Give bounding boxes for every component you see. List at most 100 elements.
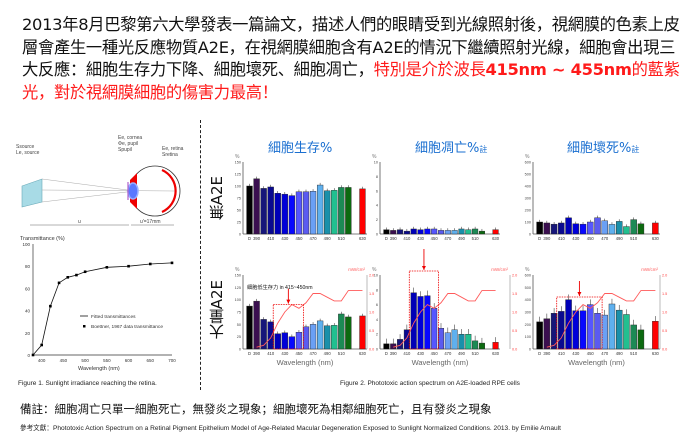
bar-470 [309, 324, 317, 350]
ray-line [41, 189, 176, 192]
y-tick-label: 200 [525, 323, 531, 327]
bar-440 [424, 295, 431, 350]
bar-410 [558, 311, 565, 350]
y-tick-label: 20 [25, 331, 31, 336]
y-tick-label: 4 [376, 318, 378, 322]
highlight-box [556, 296, 603, 350]
y-tick-label: 4 [376, 204, 378, 208]
bar-480 [316, 184, 324, 235]
y-tick-label: 100 [235, 298, 241, 302]
y-tick-label: 100 [22, 242, 30, 247]
y-tick-label: 0 [529, 233, 531, 237]
x-tick-label: 470 [310, 351, 318, 356]
fitted-line [32, 262, 173, 356]
bar-490 [615, 221, 623, 235]
figure1-caption: Figure 1. Sunlight irradiance reaching t… [18, 380, 157, 387]
bar-490 [324, 190, 331, 235]
x-tick-label: 390 [253, 236, 261, 241]
bar-430 [572, 310, 580, 350]
bar-490 [324, 325, 331, 350]
y-tick-label: 0 [239, 348, 241, 352]
y-tick-label: 0 [27, 353, 30, 358]
y-tick-label: 10 [374, 161, 378, 165]
x-tick-label: 430 [572, 236, 580, 241]
x-tick-label: D [538, 236, 541, 241]
bar-430 [572, 223, 580, 235]
bar-480 [316, 320, 324, 350]
x-tick-label: 630 [652, 351, 660, 356]
label-retina: Sretina [162, 152, 178, 158]
x-tick-label: 510 [630, 236, 638, 241]
reference: 參考文獻：Phototoxic Action Spectrum on a Ret… [20, 425, 561, 432]
bar-390 [253, 178, 260, 235]
bar-D [536, 221, 543, 235]
bar-430 [281, 193, 288, 235]
x-tick-label: 390 [543, 236, 551, 241]
right-unit-label: mW/cm² [348, 267, 365, 272]
y-unit-label: % [525, 154, 530, 160]
bar-410 [558, 222, 565, 235]
data-point [105, 266, 109, 269]
highlight-box [408, 270, 439, 350]
y-tick-label: 100 [235, 185, 241, 189]
x-axis-label: Wavelength (nm) [78, 366, 120, 372]
bar-420 [274, 333, 281, 350]
x-tick-label: 430 [417, 236, 425, 241]
y-tick-label: 600 [525, 274, 531, 278]
bar-420 [565, 299, 572, 350]
bar-520 [478, 342, 485, 350]
bar-D [246, 305, 253, 350]
retina-shape [161, 168, 177, 214]
y-tick-label: 125 [235, 286, 241, 290]
y-tick-label: 300 [525, 197, 531, 201]
right-tick-label: 1.5 [662, 292, 667, 296]
y-tick-label: 50 [237, 209, 241, 213]
x-tick-label: 630 [359, 351, 367, 356]
data-point [31, 353, 35, 357]
y-tick-label: 2 [376, 333, 378, 337]
bar-520 [478, 230, 485, 235]
x-tick-label: 630 [652, 236, 660, 241]
x-tick-label: 450 [587, 351, 595, 356]
bar-410 [403, 230, 410, 235]
bar-470 [444, 332, 451, 350]
x-tick-label: 430 [281, 351, 289, 356]
y-tick-label: 100 [525, 335, 531, 339]
x-tick-label: 470 [310, 236, 318, 241]
y-tick-label: 50 [237, 323, 241, 327]
bar-520 [637, 223, 645, 235]
y-tick-label: 150 [235, 161, 241, 165]
figure-divider [200, 120, 201, 390]
x-tick-label: 630 [492, 351, 500, 356]
x-tick-label: 510 [472, 351, 480, 356]
irradiance-line [546, 290, 656, 348]
col-title-apoptosis: 細胞凋亡%註 [415, 141, 488, 156]
y-tick-label: 0 [376, 233, 378, 237]
y-unit-label: % [525, 267, 530, 273]
bar-430 [417, 296, 424, 350]
y-tick-label: 400 [525, 185, 531, 189]
y-unit-label: % [235, 154, 240, 160]
bar-450 [295, 332, 303, 350]
right-tick-label: 1.0 [512, 311, 517, 315]
y-tick-label: 75 [237, 311, 241, 315]
annotation-low-viability: 細胞低生存力 in 415~450nm [247, 283, 313, 291]
bar-480 [608, 303, 616, 350]
bar-490 [615, 309, 623, 350]
x-tick-label: D [385, 351, 388, 356]
ray-line [41, 178, 136, 192]
right-tick-label: 1.5 [512, 292, 517, 296]
y-tick-label: 500 [525, 173, 531, 177]
bar-D [383, 343, 390, 350]
bar-410 [267, 321, 274, 350]
y-tick-label: 10 [374, 274, 378, 278]
label-u-prime: u'=17mm [140, 219, 161, 225]
x-tick-label: D [385, 236, 388, 241]
x-tick-label: D [248, 236, 251, 241]
bar-480 [451, 329, 458, 350]
ray-line [41, 190, 136, 203]
legend-fitted: Fitted transmittances [91, 314, 136, 320]
bar-450 [587, 304, 594, 350]
lens-shape [127, 182, 139, 200]
data-point [57, 281, 61, 285]
